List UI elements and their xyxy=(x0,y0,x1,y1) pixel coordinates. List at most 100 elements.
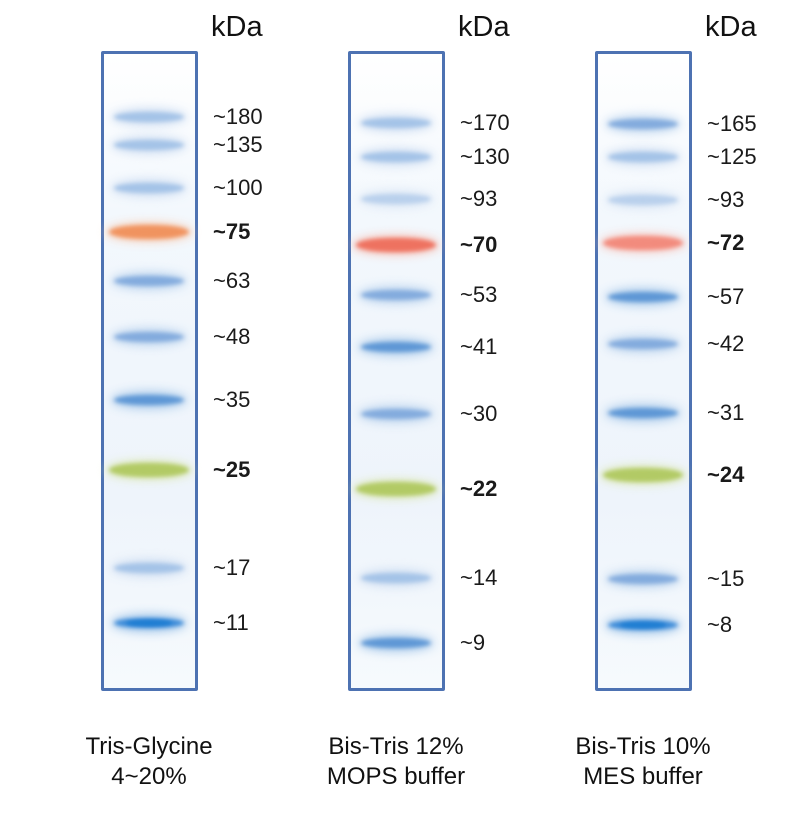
band-bis-tris-10-mes-165 xyxy=(605,110,681,138)
band-label: ~100 xyxy=(213,175,263,200)
band-bis-tris-10-mes-57 xyxy=(605,283,681,311)
band-bis-tris-12-mops-30 xyxy=(358,400,434,428)
band-bis-tris-10-mes-8 xyxy=(605,611,681,639)
band-bis-tris-12-mops-130 xyxy=(358,143,434,171)
band-label: ~14 xyxy=(460,565,498,590)
band-core xyxy=(109,225,189,239)
lane-caption-line2: 4~20% xyxy=(111,763,187,790)
gel-lane xyxy=(101,51,198,691)
band-core xyxy=(608,119,678,129)
band-bis-tris-12-mops-70 xyxy=(353,231,439,259)
lane-group-tris-glycine: kDa ~180 ~135 ~100 ~75 ~63 ~48 ~35 ~25 ~17 ~11 Tris… xyxy=(85,11,262,790)
band-core xyxy=(361,118,431,128)
band-label: ~8 xyxy=(707,612,733,637)
band-label: ~31 xyxy=(707,400,745,425)
band-core xyxy=(361,573,431,583)
band-streak xyxy=(126,620,172,626)
band-bis-tris-10-mes-31 xyxy=(605,399,681,427)
band-core xyxy=(114,112,184,122)
band-label: ~70 xyxy=(460,232,498,257)
band-core xyxy=(114,276,184,286)
band-label: ~170 xyxy=(460,110,510,135)
band-label: ~125 xyxy=(707,144,757,169)
band-label: ~57 xyxy=(707,284,745,309)
band-bis-tris-12-mops-22 xyxy=(353,475,439,503)
band-label: ~11 xyxy=(213,610,249,635)
band-bis-tris-12-mops-93 xyxy=(358,185,434,213)
band-core xyxy=(608,339,678,349)
band-core xyxy=(608,574,678,584)
band-tris-glycine-63 xyxy=(111,267,187,295)
band-bis-tris-12-mops-41 xyxy=(358,333,434,361)
band-tris-glycine-135 xyxy=(111,131,187,159)
band-tris-glycine-100 xyxy=(111,174,187,202)
kda-unit-label: kDa xyxy=(705,11,757,43)
band-tris-glycine-17 xyxy=(111,554,187,582)
lane-caption-line1: Bis-Tris 12% xyxy=(328,733,464,760)
band-tris-glycine-180 xyxy=(111,103,187,131)
lane-group-bis-tris-10-mes: kDa ~165 ~125 ~93 ~72 ~57 ~42 ~31 ~24 ~15 ~8 Bis-Tr… xyxy=(575,11,756,790)
lane-caption-line1: Tris-Glycine xyxy=(85,733,213,760)
band-label: ~75 xyxy=(213,219,251,244)
lane-caption-line2: MOPS buffer xyxy=(326,763,466,790)
band-core xyxy=(361,290,431,300)
band-core xyxy=(608,195,678,205)
band-label: ~25 xyxy=(213,457,251,482)
band-label: ~48 xyxy=(213,324,251,349)
band-core xyxy=(114,563,184,573)
kda-unit-label: kDa xyxy=(458,11,510,43)
band-core xyxy=(114,140,184,150)
band-tris-glycine-11 xyxy=(111,609,187,637)
band-core xyxy=(356,482,436,496)
band-bis-tris-12-mops-9 xyxy=(358,629,434,657)
band-core xyxy=(361,409,431,419)
band-bis-tris-10-mes-42 xyxy=(605,330,681,358)
band-label: ~93 xyxy=(460,186,498,211)
band-core xyxy=(361,638,431,648)
band-core xyxy=(114,395,184,405)
band-label: ~30 xyxy=(460,401,498,426)
band-label: ~165 xyxy=(707,111,757,136)
band-label: ~9 xyxy=(460,630,486,655)
band-label: ~180 xyxy=(213,104,263,129)
band-core xyxy=(608,152,678,162)
band-core xyxy=(361,194,431,204)
band-label: ~135 xyxy=(213,132,263,157)
band-core xyxy=(361,342,431,352)
band-bis-tris-12-mops-53 xyxy=(358,281,434,309)
lane-caption-line1: Bis-Tris 10% xyxy=(575,733,711,760)
band-label: ~72 xyxy=(707,230,745,255)
band-bis-tris-10-mes-72 xyxy=(600,229,686,257)
band-tris-glycine-75 xyxy=(106,218,192,246)
lane-caption: Bis-Tris 10% MES buffer xyxy=(543,732,743,792)
lane-caption-line2: MES buffer xyxy=(583,763,703,790)
band-bis-tris-12-mops-170 xyxy=(358,109,434,137)
band-tris-glycine-35 xyxy=(111,386,187,414)
band-label: ~22 xyxy=(460,476,498,501)
band-tris-glycine-25 xyxy=(106,456,192,484)
band-bis-tris-12-mops-14 xyxy=(358,564,434,592)
band-bis-tris-10-mes-24 xyxy=(600,461,686,489)
band-tris-glycine-48 xyxy=(111,323,187,351)
band-label: ~53 xyxy=(460,282,498,307)
lane-group-bis-tris-12-mops: kDa ~170 ~130 ~93 ~70 ~53 ~41 ~30 ~22 ~14 ~9 Bis-Tr… xyxy=(327,11,510,790)
band-label: ~24 xyxy=(707,462,745,487)
band-core xyxy=(361,152,431,162)
lane-caption: Bis-Tris 12% MOPS buffer xyxy=(296,732,496,792)
band-streak xyxy=(620,622,666,628)
band-bis-tris-10-mes-125 xyxy=(605,143,681,171)
band-core xyxy=(608,292,678,302)
band-core xyxy=(109,463,189,477)
band-label: ~15 xyxy=(707,566,745,591)
band-label: ~17 xyxy=(213,555,251,580)
band-core xyxy=(356,238,436,252)
kda-unit-label: kDa xyxy=(211,11,263,43)
band-label: ~42 xyxy=(707,331,745,356)
band-bis-tris-10-mes-15 xyxy=(605,565,681,593)
band-core xyxy=(114,332,184,342)
band-core xyxy=(603,236,683,250)
band-core xyxy=(603,468,683,482)
band-label: ~130 xyxy=(460,144,510,169)
band-core xyxy=(114,183,184,193)
